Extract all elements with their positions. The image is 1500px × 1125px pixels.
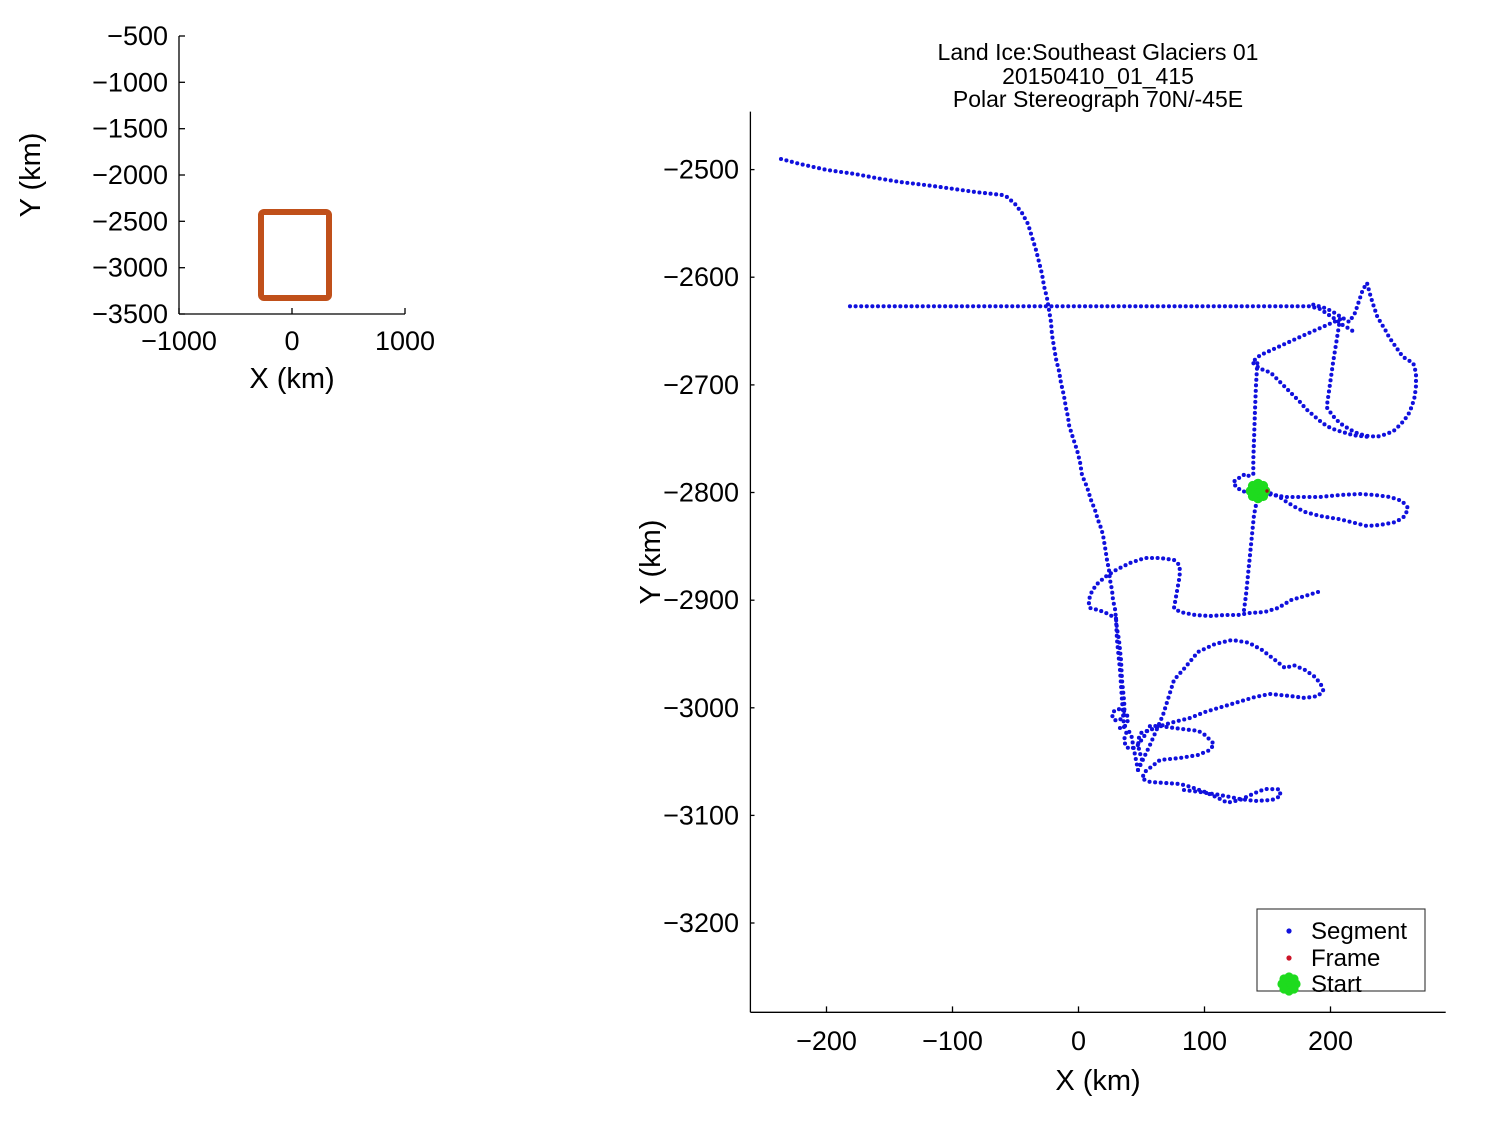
svg-text:X (km): X (km) [1055,1065,1140,1097]
svg-text:−3200: −3200 [663,908,739,938]
svg-text:−2500: −2500 [663,155,739,185]
svg-text:Frame: Frame [1311,945,1380,972]
svg-text:Segment: Segment [1311,918,1407,945]
svg-text:−2700: −2700 [663,370,739,400]
svg-text:Y (km): Y (km) [635,520,667,605]
svg-text:−100: −100 [922,1026,983,1056]
svg-text:−2800: −2800 [663,478,739,508]
svg-text:−3000: −3000 [663,693,739,723]
svg-text:100: 100 [1182,1026,1227,1056]
svg-text:−3100: −3100 [663,800,739,830]
svg-text:−2900: −2900 [663,585,739,615]
svg-text:200: 200 [1308,1026,1353,1056]
svg-text:Start: Start [1311,971,1362,998]
svg-text:Polar Stereograph 70N/-45E: Polar Stereograph 70N/-45E [953,86,1243,112]
svg-text:Land Ice:Southeast Glaciers 01: Land Ice:Southeast Glaciers 01 [938,39,1259,65]
svg-text:−200: −200 [796,1026,857,1056]
svg-text:−2600: −2600 [663,262,739,292]
svg-text:0: 0 [1071,1026,1086,1056]
